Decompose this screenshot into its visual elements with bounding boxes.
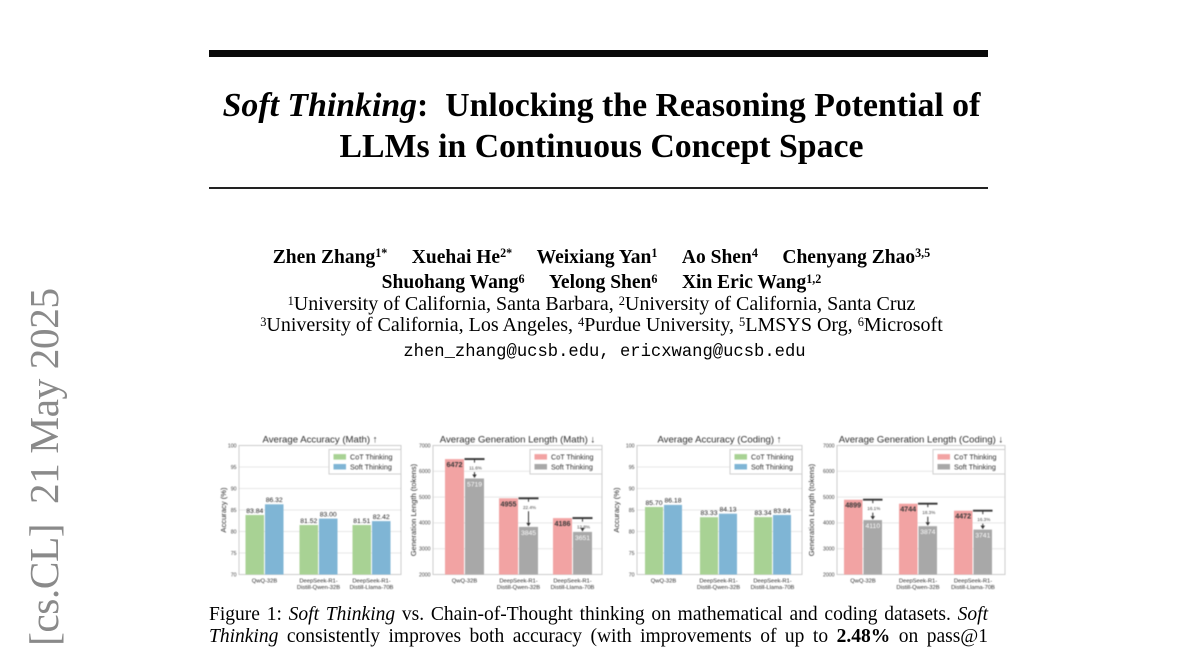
svg-text:82.42: 82.42 (373, 514, 390, 521)
svg-text:3845: 3845 (521, 530, 536, 537)
svg-text:CoT Thinking: CoT Thinking (954, 453, 996, 462)
svg-text:Average Generation Length (Mat: Average Generation Length (Math) ↓ (440, 435, 596, 446)
svg-text:DeepSeek-R1-: DeepSeek-R1- (899, 579, 937, 585)
svg-text:18.3%: 18.3% (922, 510, 935, 515)
svg-text:80: 80 (231, 529, 237, 535)
svg-text:83.84: 83.84 (246, 508, 263, 515)
svg-text:4110: 4110 (865, 523, 880, 530)
svg-text:75: 75 (629, 551, 635, 557)
svg-text:QwQ-32B: QwQ-32B (252, 579, 278, 585)
svg-text:100: 100 (228, 443, 237, 449)
svg-text:86.18: 86.18 (664, 498, 681, 505)
svg-text:12.8%: 12.8% (577, 525, 590, 530)
svg-text:4899: 4899 (845, 501, 861, 510)
svg-text:85.70: 85.70 (645, 500, 662, 507)
svg-text:75: 75 (231, 551, 237, 557)
svg-text:70: 70 (231, 572, 237, 578)
svg-text:81.52: 81.52 (300, 518, 317, 525)
svg-text:Distill-Llama-70B: Distill-Llama-70B (751, 585, 795, 591)
svg-text:Average Accuracy (Math) ↑: Average Accuracy (Math) ↑ (263, 435, 378, 446)
svg-text:Accuracy (%): Accuracy (%) (612, 487, 621, 533)
svg-text:2000: 2000 (823, 572, 835, 578)
svg-text:Soft Thinking: Soft Thinking (551, 463, 593, 472)
svg-text:Soft Thinking: Soft Thinking (350, 463, 392, 472)
svg-text:84.13: 84.13 (719, 507, 736, 514)
svg-text:Soft Thinking: Soft Thinking (954, 463, 996, 472)
svg-text:4186: 4186 (555, 519, 571, 528)
svg-text:Generation Length (tokens): Generation Length (tokens) (807, 463, 816, 556)
svg-text:3000: 3000 (823, 547, 835, 553)
svg-text:16.3%: 16.3% (977, 517, 990, 522)
svg-text:Distill-Qwen-32B: Distill-Qwen-32B (297, 585, 340, 591)
svg-text:3000: 3000 (419, 547, 431, 553)
svg-text:16.1%: 16.1% (867, 506, 880, 511)
svg-text:70: 70 (629, 572, 635, 578)
svg-text:Soft Thinking: Soft Thinking (751, 463, 793, 472)
svg-text:81.51: 81.51 (353, 518, 370, 525)
svg-text:DeepSeek-R1-: DeepSeek-R1- (352, 579, 390, 585)
svg-text:90: 90 (231, 486, 237, 492)
svg-text:85: 85 (629, 508, 635, 514)
svg-text:DeepSeek-R1-: DeepSeek-R1- (954, 579, 992, 585)
svg-text:83.84: 83.84 (773, 508, 790, 515)
svg-text:Distill-Qwen-32B: Distill-Qwen-32B (896, 585, 939, 591)
svg-text:4000: 4000 (419, 521, 431, 527)
svg-text:83.34: 83.34 (754, 510, 771, 517)
svg-text:QwQ-32B: QwQ-32B (452, 579, 478, 585)
svg-text:90: 90 (629, 486, 635, 492)
svg-text:6472: 6472 (447, 460, 463, 469)
svg-text:95: 95 (629, 465, 635, 471)
svg-text:QwQ-32B: QwQ-32B (850, 579, 876, 585)
svg-text:5000: 5000 (419, 495, 431, 501)
svg-text:Average Generation Length (Cod: Average Generation Length (Coding) ↓ (839, 435, 1004, 446)
svg-text:Distill-Llama-70B: Distill-Llama-70B (551, 585, 595, 591)
svg-text:CoT Thinking: CoT Thinking (751, 453, 793, 462)
svg-text:86.32: 86.32 (266, 497, 283, 504)
svg-text:DeepSeek-R1-: DeepSeek-R1- (299, 579, 337, 585)
svg-text:Distill-Qwen-32B: Distill-Qwen-32B (497, 585, 540, 591)
svg-text:CoT Thinking: CoT Thinking (350, 453, 392, 462)
svg-text:DeepSeek-R1-: DeepSeek-R1- (753, 579, 791, 585)
svg-text:Generation Length (tokens): Generation Length (tokens) (409, 463, 418, 556)
svg-text:4000: 4000 (823, 521, 835, 527)
svg-text:3651: 3651 (575, 535, 590, 542)
svg-text:6000: 6000 (823, 469, 835, 475)
svg-text:3741: 3741 (975, 533, 990, 540)
svg-text:QwQ-32B: QwQ-32B (651, 579, 677, 585)
svg-text:22.4%: 22.4% (523, 505, 536, 510)
svg-text:11.6%: 11.6% (469, 466, 482, 471)
svg-text:80: 80 (629, 529, 635, 535)
svg-text:85: 85 (231, 508, 237, 514)
svg-text:Average Accuracy (Coding) ↑: Average Accuracy (Coding) ↑ (657, 435, 781, 446)
svg-text:Distill-Llama-70B: Distill-Llama-70B (951, 585, 995, 591)
svg-text:5000: 5000 (823, 495, 835, 501)
svg-text:6000: 6000 (419, 469, 431, 475)
svg-text:83.00: 83.00 (320, 511, 337, 518)
svg-text:Distill-Qwen-32B: Distill-Qwen-32B (697, 585, 740, 591)
svg-text:DeepSeek-R1-: DeepSeek-R1- (699, 579, 737, 585)
svg-text:95: 95 (231, 465, 237, 471)
svg-text:5719: 5719 (467, 482, 482, 489)
svg-text:83.33: 83.33 (700, 510, 717, 517)
svg-text:4744: 4744 (900, 505, 916, 514)
svg-text:7000: 7000 (419, 443, 431, 449)
svg-text:4955: 4955 (501, 499, 517, 508)
svg-text:DeepSeek-R1-: DeepSeek-R1- (499, 579, 537, 585)
svg-text:100: 100 (626, 443, 635, 449)
svg-text:Distill-Llama-70B: Distill-Llama-70B (350, 585, 394, 591)
svg-text:7000: 7000 (823, 443, 835, 449)
svg-text:DeepSeek-R1-: DeepSeek-R1- (553, 579, 591, 585)
svg-text:2000: 2000 (419, 572, 431, 578)
svg-text:Accuracy (%): Accuracy (%) (219, 487, 228, 533)
svg-text:3874: 3874 (920, 529, 935, 536)
svg-text:CoT Thinking: CoT Thinking (551, 453, 593, 462)
svg-text:4472: 4472 (955, 512, 971, 521)
